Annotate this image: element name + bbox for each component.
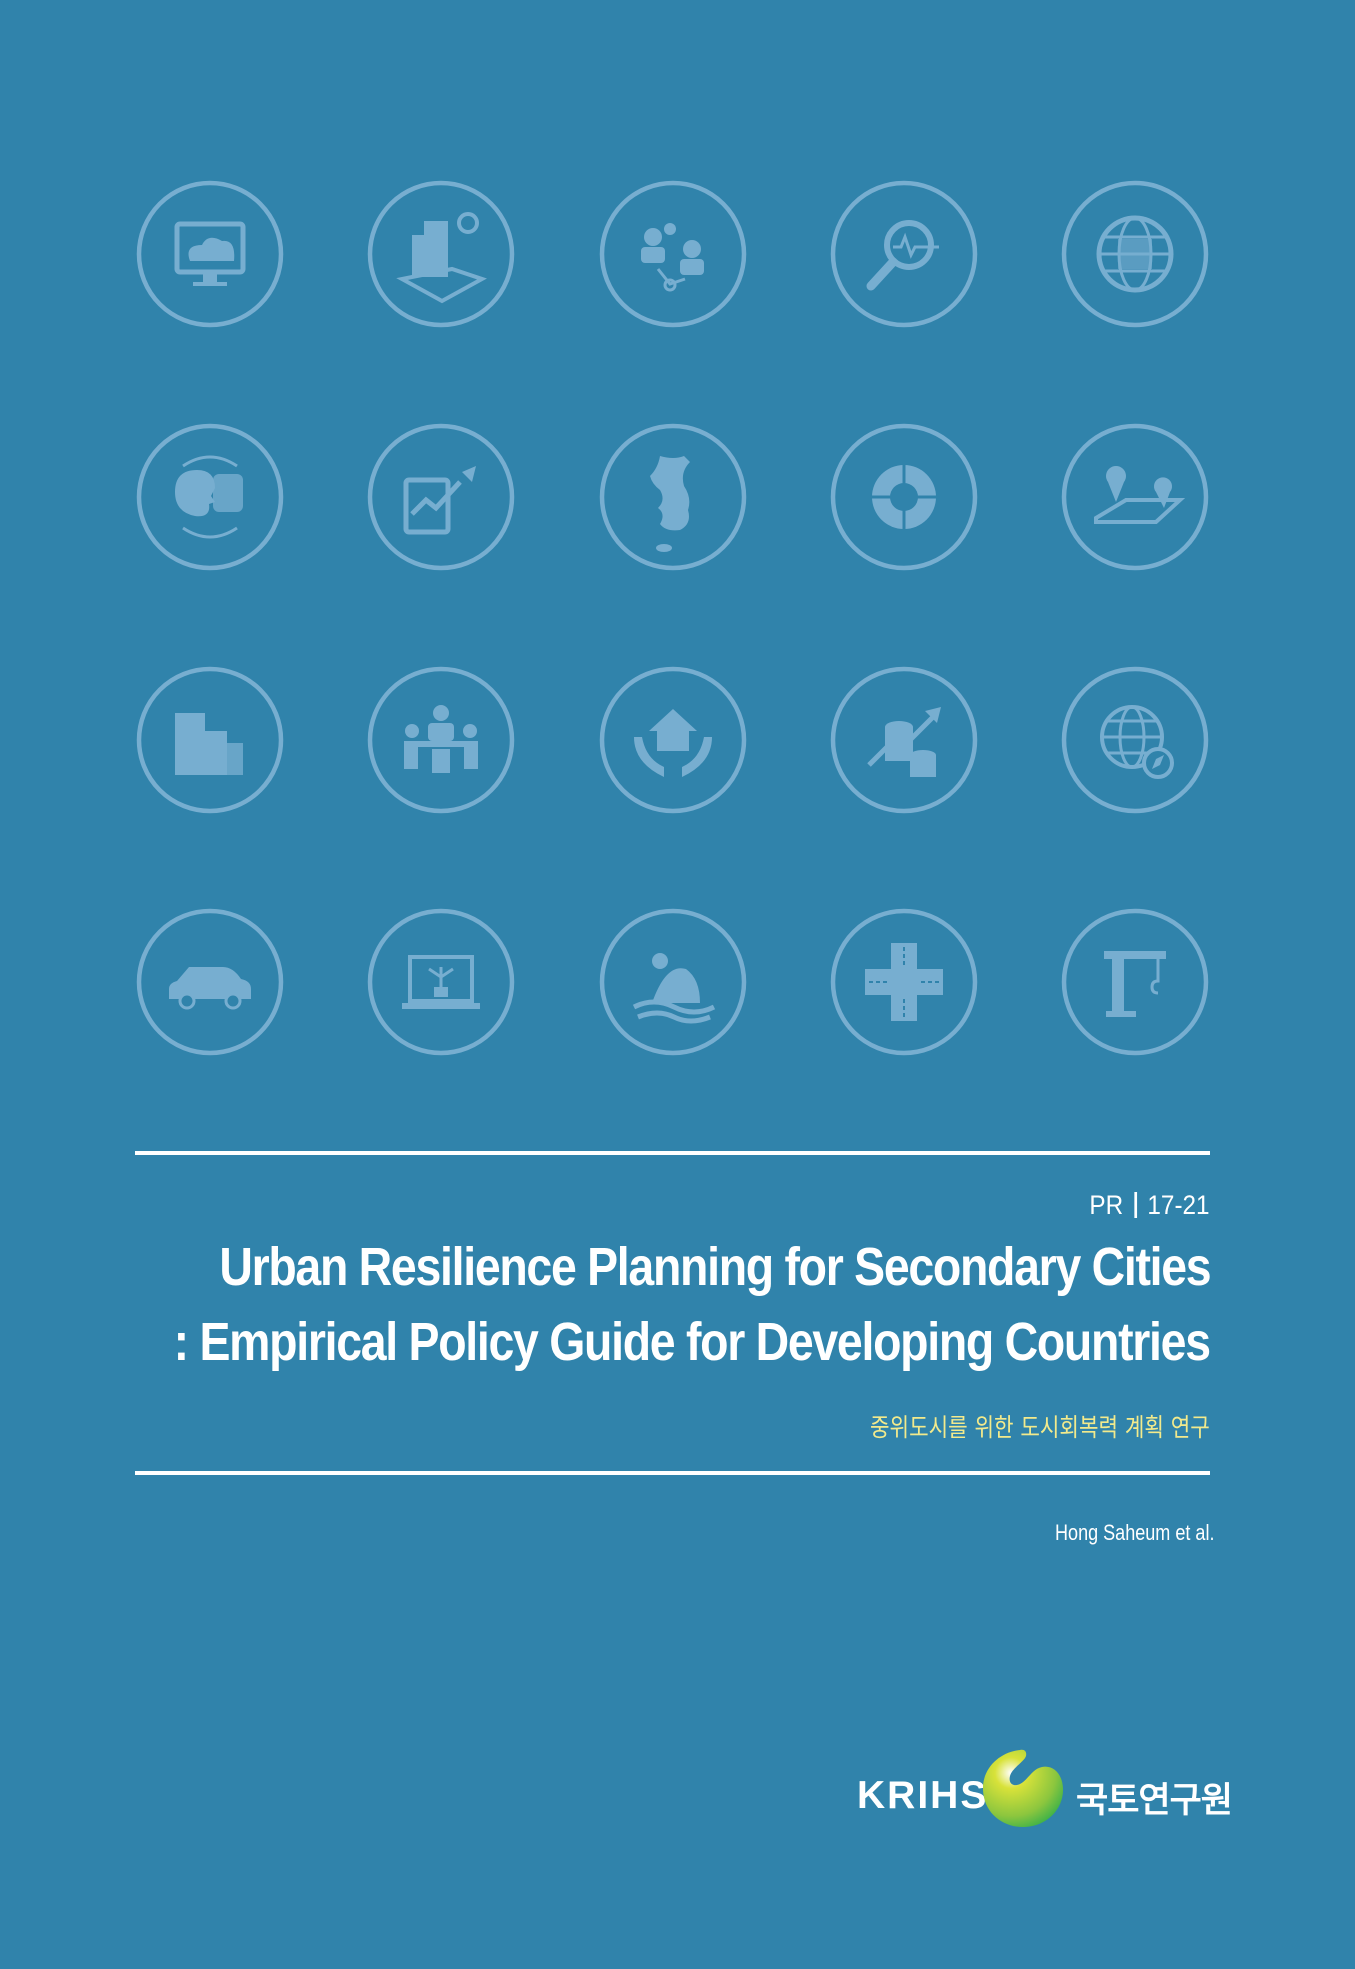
city-buildings-icon (135, 665, 285, 815)
report-number: 17-21 (1147, 1190, 1210, 1220)
globe-compass-icon (1060, 665, 1210, 815)
bottom-divider (135, 1471, 1210, 1475)
korea-map-icon (598, 422, 748, 572)
krihs-leaf-logo-icon (982, 1749, 1064, 1828)
smart-city-building-icon (366, 179, 516, 329)
series-prefix: PR (1089, 1190, 1124, 1220)
title-line-2: : Empirical Policy Guide for Developing … (173, 1312, 1211, 1372)
dialogue-heads-icon (135, 422, 285, 572)
logo-korean: 국토연구원 (1076, 1781, 1233, 1821)
coins-growth-icon (829, 665, 979, 815)
sun-mountain-water-icon (598, 907, 748, 1057)
meeting-table-icon (366, 665, 516, 815)
map-location-pins-icon (1060, 422, 1210, 572)
title-line-1: Urban Resilience Planning for Secondary … (218, 1237, 1211, 1297)
construction-crane-icon (1060, 907, 1210, 1057)
search-analytics-icon (829, 179, 979, 329)
laptop-network-icon (366, 907, 516, 1057)
author: Hong Saheum et al. (1054, 1520, 1214, 1545)
cloud-monitor-icon (135, 179, 285, 329)
people-network-icon (598, 179, 748, 329)
road-intersection-icon (829, 907, 979, 1057)
tablet-growth-chart-icon (366, 422, 516, 572)
binary-globe-icon (1060, 179, 1210, 329)
logo-english: KRIHS (857, 1774, 989, 1817)
korean-title: 중위도시를 위한 도시회복력 계획 연구 (870, 1413, 1210, 1442)
top-divider (135, 1151, 1210, 1155)
data-pie-chart-icon (829, 422, 979, 572)
separator-bar (1134, 1192, 1138, 1218)
series-number: PR 17-21 (1090, 1190, 1210, 1221)
car-icon (135, 907, 285, 1057)
house-in-hands-icon (598, 665, 748, 815)
